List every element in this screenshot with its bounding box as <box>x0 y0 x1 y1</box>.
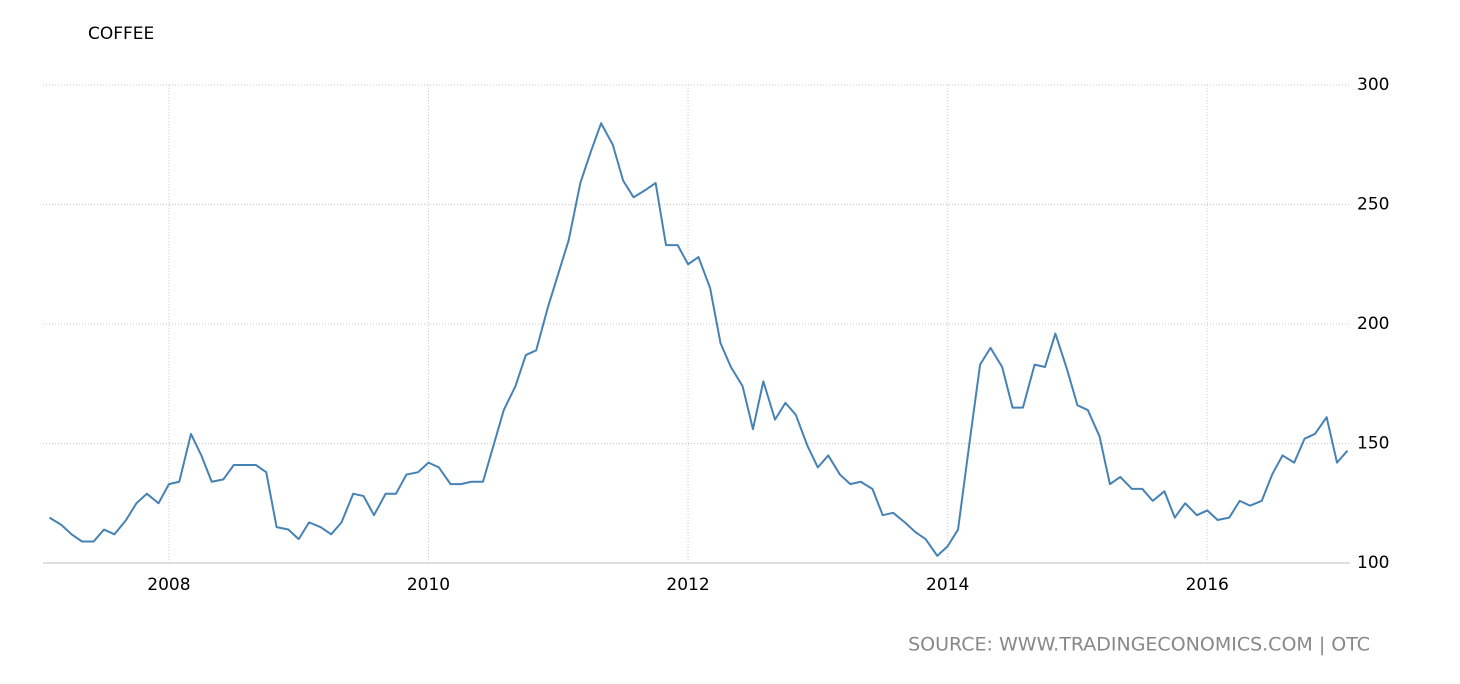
x-tick-label: 2008 <box>147 575 190 595</box>
x-tick-label: 2016 <box>1186 575 1229 595</box>
y-tick-label: 100 <box>1357 553 1389 573</box>
y-tick-label: 200 <box>1357 314 1389 334</box>
x-tick-label: 2012 <box>666 575 709 595</box>
y-tick-label: 150 <box>1357 434 1389 454</box>
y-tick-label: 300 <box>1357 75 1389 95</box>
x-tick-label: 2014 <box>926 575 969 595</box>
x-tick-label: 2010 <box>407 575 450 595</box>
source: SOURCE: WWW.TRADINGECONOMICS.COM | OTC <box>908 634 1370 656</box>
chart-title: COFFEE <box>88 24 154 44</box>
line <box>48 122 1349 557</box>
y-tick-label: 250 <box>1357 195 1389 215</box>
